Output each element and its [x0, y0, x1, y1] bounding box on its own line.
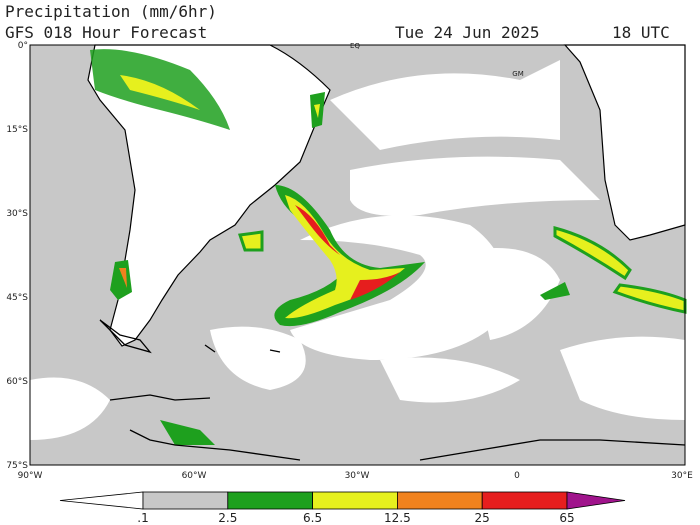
lat-label: 45°S — [6, 293, 28, 303]
colorbar: .1 2.5 6.5 12.5 25 65 — [59, 491, 626, 525]
lat-label: 60°S — [6, 377, 28, 387]
colorbar-label: 25 — [475, 511, 490, 525]
lon-label: 30°E — [671, 471, 693, 481]
colorbar-segment — [59, 491, 144, 510]
subtitle: GFS 018 Hour Forecast — [5, 23, 207, 42]
lat-label: 30°S — [6, 209, 28, 219]
map-annotation: GM — [512, 70, 523, 78]
colorbar-label: 2.5 — [218, 511, 237, 525]
date: Tue 24 Jun 2025 — [395, 23, 540, 42]
map-annotation: EQ — [350, 42, 360, 50]
lat-label: 0° — [18, 41, 28, 51]
colorbar-label: 65 — [559, 511, 574, 525]
dry-areas — [30, 60, 685, 440]
colorbar-segment — [566, 491, 626, 510]
colorbar-label: .1 — [137, 511, 148, 525]
colorbar-segment — [396, 491, 483, 510]
lat-label: 15°S — [6, 125, 28, 135]
colorbar-segment — [227, 491, 314, 510]
colorbar-label: 12.5 — [384, 511, 411, 525]
time: 18 UTC — [612, 23, 670, 42]
colorbar-label: 6.5 — [303, 511, 322, 525]
colorbar-segment — [312, 491, 398, 510]
lon-label: 0 — [514, 471, 520, 481]
lon-label: 90°W — [18, 471, 43, 481]
lon-label: 30°W — [345, 471, 370, 481]
lon-label: 60°W — [182, 471, 207, 481]
precip-colored — [90, 49, 687, 445]
colorbar-segment — [481, 491, 568, 510]
title: Precipitation (mm/6hr) — [5, 2, 217, 21]
coastlines — [99, 319, 686, 461]
colorbar-segment — [142, 491, 229, 510]
map-frame — [29, 44, 686, 466]
lat-label: 75°S — [6, 461, 28, 471]
map — [29, 44, 687, 466]
